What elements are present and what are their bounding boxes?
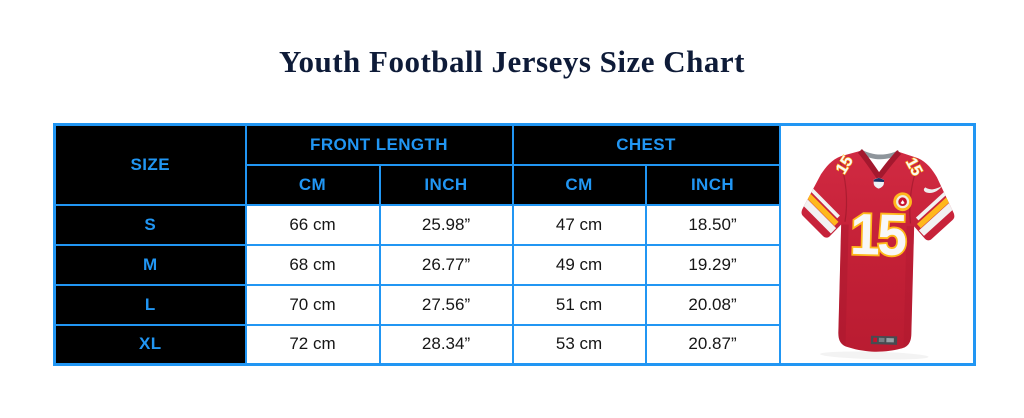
- jock-tag: [870, 335, 897, 345]
- cell-front-cm: 66 cm: [244, 203, 381, 246]
- header-row-units: CM INCH CM INCH: [55, 163, 975, 206]
- col-header-front-length: FRONT LENGTH: [244, 123, 514, 166]
- table-row-s: S 66 cm 25.98” 47 cm 18.50”: [53, 203, 975, 246]
- cell-chest-inch: 20.08”: [644, 283, 781, 326]
- col-header-front-inch: INCH: [378, 163, 514, 206]
- cell-chest-cm: 53 cm: [511, 323, 647, 366]
- row-header-size: M: [53, 243, 247, 286]
- cell-front-cm: 70 cm: [244, 283, 381, 326]
- cell-front-inch: 28.34”: [378, 323, 514, 366]
- col-header-chest-inch: INCH: [644, 163, 781, 206]
- v-neck-collar: [857, 148, 902, 181]
- table-row-l: L 70 cm 27.56” 51 cm 20.08”: [53, 283, 975, 326]
- ground-shadow: [819, 350, 929, 359]
- chest-number: 15: [849, 201, 906, 267]
- header-row-groups: SIZE FRONT LENGTH CHEST: [53, 123, 976, 366]
- col-header-chest-cm: CM: [511, 163, 647, 206]
- table-row-xl: XL 72 cm 28.34” 53 cm 20.87”: [53, 323, 975, 366]
- jersey-body: [801, 150, 955, 352]
- shoulder-seam-left: [838, 158, 847, 222]
- mesh-panel-right: [903, 225, 914, 348]
- col-header-front-cm: CM: [244, 163, 381, 206]
- page-title: Youth Football Jerseys Size Chart: [279, 44, 745, 79]
- team-patch-logo: [893, 191, 912, 211]
- cell-front-inch: 27.56”: [378, 283, 514, 326]
- row-header-size: S: [53, 203, 247, 246]
- shoulder-seam-right: [908, 160, 920, 224]
- jersey-graphic: 15 15 15: [797, 148, 956, 359]
- size-chart-table: SIZE FRONT LENGTH CHEST: [53, 123, 977, 366]
- cell-chest-inch: 18.50”: [644, 203, 781, 246]
- inner-collar: [860, 148, 899, 159]
- cell-chest-inch: 19.29”: [644, 243, 781, 286]
- row-header-size: XL: [53, 323, 247, 366]
- jersey-photo: 15 15 15: [778, 123, 976, 366]
- nfl-shield-logo: [873, 177, 884, 189]
- cell-front-inch: 25.98”: [378, 203, 514, 246]
- mesh-panel-left: [837, 223, 849, 346]
- cell-chest-inch: 20.87”: [644, 323, 781, 366]
- nike-swoosh-icon: [923, 185, 942, 193]
- row-header-size: L: [53, 283, 247, 326]
- col-header-size: SIZE: [53, 123, 247, 206]
- cell-chest-cm: 51 cm: [511, 283, 647, 326]
- cell-front-inch: 26.77”: [378, 243, 514, 286]
- cell-chest-cm: 49 cm: [511, 243, 647, 286]
- cell-front-cm: 68 cm: [244, 243, 381, 286]
- col-header-chest: CHEST: [511, 123, 781, 166]
- table-row-m: M 68 cm 26.77” 49 cm 19.29”: [53, 243, 975, 286]
- cell-chest-cm: 47 cm: [511, 203, 647, 246]
- cell-front-cm: 72 cm: [244, 323, 381, 366]
